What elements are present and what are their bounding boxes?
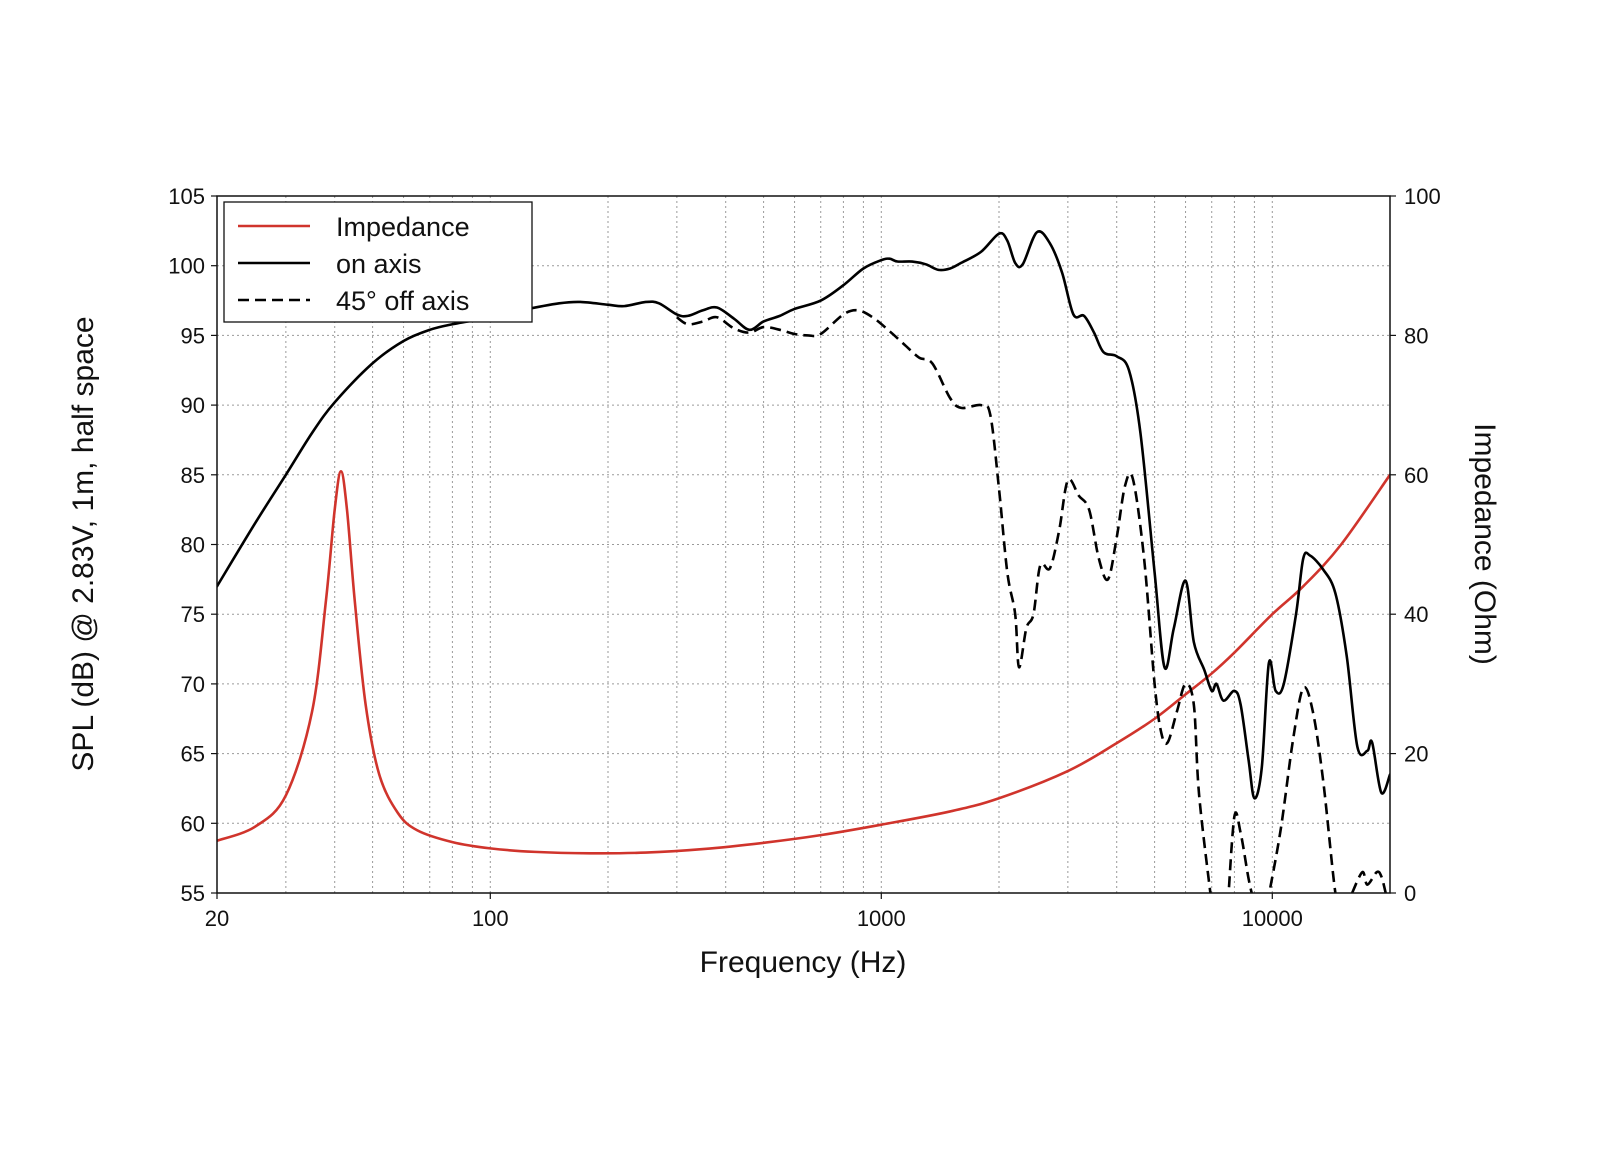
ticks: 20 100 1000 10000 55 60 65 70 75 80 85 90 95 100 105 0 2… [168, 184, 1440, 931]
series-group [217, 230, 1390, 893]
series-line-45-off-axis [676, 308, 1212, 893]
y-tick-label: 60 [181, 811, 205, 836]
series-line-impedance [217, 470, 1390, 855]
y2-tick-label: 100 [1404, 184, 1441, 209]
legend-label-off-axis: 45° off axis [336, 286, 469, 316]
y2-tick-label: 40 [1404, 602, 1428, 627]
y-tick-label: 55 [181, 881, 205, 906]
y-tick-label: 75 [181, 602, 205, 627]
series-line-45-off-axis [1267, 685, 1337, 893]
y-tick-label: 100 [168, 254, 205, 279]
y2-tick-label: 60 [1404, 463, 1428, 488]
series-line-on-axis [217, 230, 1390, 800]
series-line-45-off-axis [1227, 811, 1254, 893]
y-axis-title: SPL (dB) @ 2.83V, 1m, half space [67, 316, 100, 771]
y2-axis-title: Impedance (Ohm) [1468, 423, 1501, 665]
y2-tick-label: 0 [1404, 881, 1416, 906]
y-tick-label: 65 [181, 742, 205, 767]
y-tick-label: 85 [181, 463, 205, 488]
series-line-45-off-axis [1350, 870, 1387, 893]
y-tick-label: 70 [181, 672, 205, 697]
x-tick-label: 100 [472, 906, 509, 931]
legend-label-on-axis: on axis [336, 249, 422, 279]
x-tick-label: 1000 [857, 906, 906, 931]
y-tick-label: 105 [168, 184, 205, 209]
legend-label-impedance: Impedance [336, 212, 470, 242]
x-axis-title: Frequency (Hz) [700, 946, 907, 979]
legend: Impedance on axis 45° off axis [223, 201, 533, 323]
y2-tick-label: 20 [1404, 742, 1428, 767]
y-tick-label: 90 [181, 393, 205, 418]
y-tick-label: 80 [181, 533, 205, 558]
x-tick-label: 20 [205, 906, 229, 931]
y-tick-label: 95 [181, 323, 205, 348]
x-tick-label: 10000 [1242, 906, 1303, 931]
y2-tick-label: 80 [1404, 323, 1428, 348]
